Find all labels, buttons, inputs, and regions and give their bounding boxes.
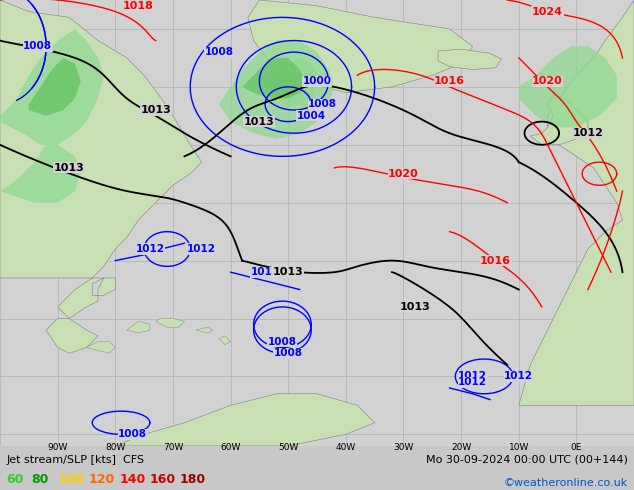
Polygon shape	[115, 394, 375, 446]
Text: 1000: 1000	[302, 76, 332, 86]
Text: 1008: 1008	[274, 348, 302, 358]
Text: 1012: 1012	[187, 244, 216, 254]
Text: 1008: 1008	[23, 41, 52, 51]
Text: 1013: 1013	[399, 302, 430, 312]
Text: 70W: 70W	[163, 443, 183, 452]
Polygon shape	[265, 58, 317, 104]
Text: 1013: 1013	[273, 267, 304, 277]
Polygon shape	[519, 47, 617, 127]
Text: 140: 140	[119, 472, 145, 486]
Text: 1008: 1008	[205, 47, 233, 57]
Text: 10W: 10W	[508, 443, 529, 452]
Text: 180: 180	[180, 472, 206, 486]
Text: 80W: 80W	[105, 443, 126, 452]
Text: 1004: 1004	[297, 111, 326, 121]
Polygon shape	[86, 342, 115, 353]
Polygon shape	[155, 318, 184, 327]
Text: 1024: 1024	[532, 6, 563, 17]
Text: 1012: 1012	[135, 244, 164, 254]
Text: 1020: 1020	[388, 169, 419, 179]
Polygon shape	[219, 41, 334, 139]
Polygon shape	[519, 0, 634, 405]
Polygon shape	[127, 321, 150, 333]
Text: 60: 60	[6, 472, 23, 486]
Text: 1008: 1008	[268, 337, 297, 346]
Text: Jet stream/SLP [kts]  CFS: Jet stream/SLP [kts] CFS	[6, 455, 145, 465]
Polygon shape	[0, 29, 104, 145]
Text: 1012: 1012	[458, 377, 487, 387]
Text: 1012: 1012	[573, 128, 604, 138]
Text: 40W: 40W	[335, 443, 356, 452]
Text: 1013: 1013	[54, 163, 84, 173]
Text: 30W: 30W	[393, 443, 413, 452]
Polygon shape	[530, 96, 588, 145]
Text: ©weatheronline.co.uk: ©weatheronline.co.uk	[503, 478, 628, 488]
Text: 1018: 1018	[123, 1, 154, 11]
Text: 1020: 1020	[532, 76, 563, 86]
Text: Mo 30-09-2024 00:00 UTC (00+144): Mo 30-09-2024 00:00 UTC (00+144)	[426, 455, 628, 465]
Text: 90W: 90W	[48, 443, 68, 452]
Text: 1013: 1013	[140, 105, 171, 115]
Polygon shape	[196, 327, 213, 333]
Text: 1012: 1012	[458, 371, 487, 381]
Polygon shape	[438, 49, 501, 70]
Polygon shape	[242, 58, 306, 98]
Text: 1016: 1016	[480, 256, 511, 266]
Text: 0E: 0E	[571, 443, 582, 452]
Text: 50W: 50W	[278, 443, 299, 452]
Polygon shape	[29, 58, 81, 116]
Text: 1013: 1013	[244, 117, 275, 126]
Text: 80: 80	[32, 472, 49, 486]
Text: 160: 160	[150, 472, 176, 486]
Text: 1012: 1012	[250, 267, 280, 277]
Text: 100: 100	[58, 472, 84, 486]
Text: 60W: 60W	[221, 443, 241, 452]
Polygon shape	[219, 336, 231, 344]
Text: 120: 120	[89, 472, 115, 486]
Text: 1008: 1008	[308, 99, 337, 109]
Text: 20W: 20W	[451, 443, 471, 452]
Polygon shape	[0, 0, 202, 353]
Text: 1008: 1008	[118, 429, 147, 440]
Text: 1016: 1016	[434, 76, 465, 86]
Polygon shape	[0, 145, 81, 203]
Text: 1012: 1012	[504, 371, 533, 381]
Polygon shape	[248, 0, 472, 93]
